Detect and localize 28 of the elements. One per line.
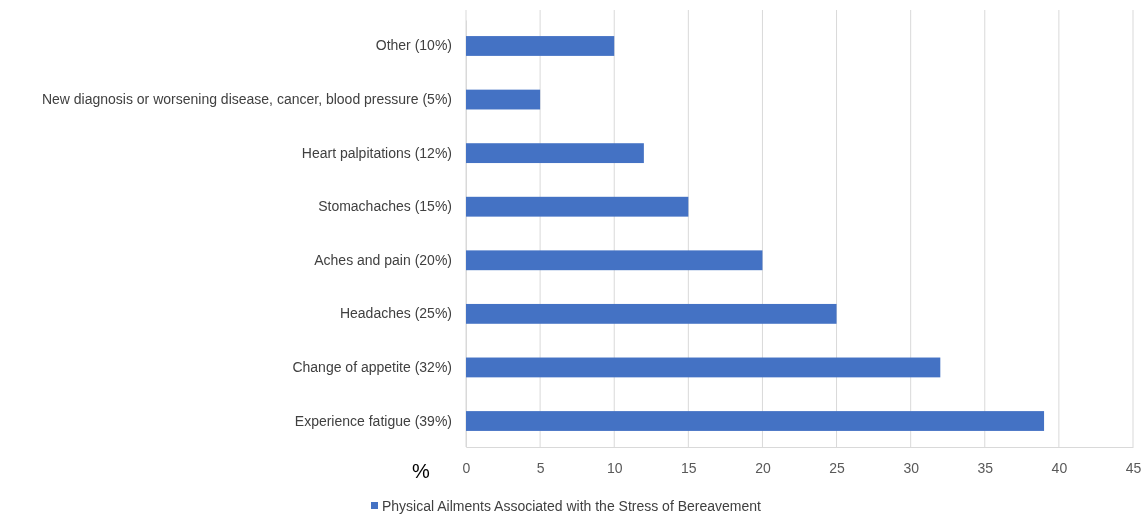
x-axis-title: % <box>412 460 431 482</box>
x-tick-label: 10 <box>606 459 623 476</box>
x-tick-label: 35 <box>977 459 994 476</box>
x-tick-label: 30 <box>903 459 920 476</box>
x-tick-label: 5 <box>536 459 545 476</box>
y-tick-label: Headaches (25%) <box>339 305 452 322</box>
y-tick-label: Experience fatigue (39%) <box>294 412 452 429</box>
y-tick-label: Change of appetite (32%) <box>292 358 452 375</box>
bar <box>466 89 541 110</box>
y-tick-label: Other (10%) <box>375 37 452 54</box>
bar <box>466 411 1045 431</box>
x-tick-label: 40 <box>1051 459 1068 476</box>
bar <box>466 357 941 378</box>
bar <box>466 196 689 217</box>
x-tick-label: 25 <box>829 459 846 476</box>
x-tick-label: 45 <box>1125 459 1142 476</box>
y-tick-label: Heart palpitations (12%) <box>301 144 452 161</box>
bar <box>466 250 763 271</box>
x-tick-label: 20 <box>755 459 771 476</box>
bar <box>466 143 644 164</box>
y-tick-label: New diagnosis or worsening disease, cancer, blood pressure (5%) <box>41 91 452 108</box>
bar <box>466 303 837 324</box>
x-tick-label: 0 <box>462 459 471 476</box>
legend-label: Physical Ailments Associated with the Stress of Bereavement <box>382 498 762 514</box>
y-tick-label: Aches and pain (20%) <box>314 251 452 268</box>
y-tick-label: Stomachaches (15%) <box>318 198 452 215</box>
bar <box>466 36 615 56</box>
x-tick-label: 15 <box>681 459 697 476</box>
